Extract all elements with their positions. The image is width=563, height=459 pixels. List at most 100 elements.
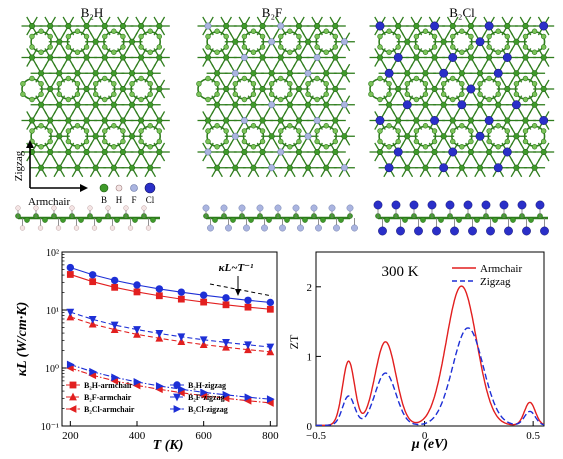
hexagonal-hole xyxy=(315,125,337,148)
boron-atom xyxy=(214,144,220,150)
side-dopant-atom xyxy=(123,205,129,211)
boron-atom xyxy=(476,164,484,171)
boron-atom xyxy=(156,128,163,134)
side-dopant-atom xyxy=(37,225,44,231)
boron-atom xyxy=(138,22,145,30)
boron-atom xyxy=(156,33,163,40)
boron-atom xyxy=(486,96,492,103)
hexagonal-hole xyxy=(279,30,301,53)
boron-atom xyxy=(74,28,81,34)
chlorine-atom xyxy=(384,68,394,78)
boron-atom xyxy=(214,28,220,34)
boron-atom xyxy=(323,49,329,55)
boron-atom xyxy=(486,54,493,61)
boron-atom xyxy=(65,75,72,82)
boron-atom xyxy=(431,33,438,40)
side-boron-atom xyxy=(150,217,156,223)
boron-atom xyxy=(450,96,456,103)
boron-atom xyxy=(486,44,492,50)
kappa-series-line-4 xyxy=(70,367,271,404)
boron-atom xyxy=(74,101,81,108)
orientation-arrows: Zigzag Armchair xyxy=(13,140,88,208)
boron-atom xyxy=(468,33,474,40)
boron-atom xyxy=(102,138,108,145)
kappa-legend-label: B₂F-zigzag xyxy=(188,393,225,402)
boron-atom xyxy=(232,164,239,171)
boron-atom xyxy=(120,138,126,145)
side-boron-atom xyxy=(474,217,480,223)
boron-atom xyxy=(296,128,302,134)
boron-atom xyxy=(413,22,420,30)
boron-atom xyxy=(540,128,547,134)
boron-atom xyxy=(241,96,248,103)
hexagonal-hole xyxy=(242,125,265,148)
kappa-marker-triangle-down xyxy=(66,308,75,317)
boron-atom xyxy=(128,38,136,45)
kappa-marker-triangle-right xyxy=(89,367,98,376)
boron-atom xyxy=(147,49,153,55)
boron-atom xyxy=(65,128,72,134)
boron-atom xyxy=(314,22,321,30)
boron-atom xyxy=(305,91,311,97)
boron-atom xyxy=(296,44,302,50)
boron-atom xyxy=(119,117,126,124)
boron-atom xyxy=(47,33,53,40)
boron-atom xyxy=(38,144,44,150)
boron-atom xyxy=(468,44,474,50)
boron-atom xyxy=(314,148,321,156)
side-dopant-atom xyxy=(396,226,405,236)
side-boron-atom xyxy=(528,217,534,223)
boron-atom xyxy=(128,133,136,140)
chlorine-atom xyxy=(475,131,485,141)
boron-atom xyxy=(413,44,420,50)
boron-atom xyxy=(147,123,153,129)
boron-atom xyxy=(74,49,81,55)
boron-atom xyxy=(120,44,126,50)
zt-y-tick-label: 1 xyxy=(307,351,313,363)
side-dopant-atom xyxy=(310,204,318,212)
boron-atom xyxy=(504,22,511,30)
kappa-ylabel: κL (W/cm·K) xyxy=(15,302,30,377)
boron-atom xyxy=(65,148,72,156)
boron-atom xyxy=(156,44,163,50)
side-boron-atom xyxy=(132,217,138,223)
boron-atom xyxy=(120,33,126,40)
fluorine-atom xyxy=(268,164,276,172)
boron-atom xyxy=(138,44,144,50)
boron-atom xyxy=(413,54,420,61)
side-dopant-atom xyxy=(91,225,98,231)
boron-atom xyxy=(223,117,230,124)
hexagonal-hole xyxy=(130,78,152,100)
hydrogen-legend-icon xyxy=(115,184,123,192)
boron-atom xyxy=(214,49,220,55)
boron-atom xyxy=(119,54,126,61)
boron-atom xyxy=(111,91,117,97)
boron-atom xyxy=(422,28,429,34)
boron-atom xyxy=(241,44,248,50)
kappa-legend-label: B₂Cl-zigzag xyxy=(188,405,228,414)
boron-atom xyxy=(259,85,266,93)
hexagonal-hole xyxy=(369,78,391,100)
hexagonal-hole xyxy=(30,30,52,53)
boron-atom xyxy=(268,81,275,87)
boron-atom xyxy=(29,33,35,40)
kappa-marker-triangle-right xyxy=(133,378,142,386)
boron-atom xyxy=(268,133,275,140)
boron-atom xyxy=(56,91,62,97)
boron-atom xyxy=(129,81,135,87)
chlorine-atom xyxy=(539,116,549,125)
side-boron-atom xyxy=(24,217,30,223)
chlorine-atom xyxy=(402,100,412,110)
boron-atom xyxy=(386,28,392,34)
boron-atom xyxy=(259,44,266,50)
boron-atom xyxy=(377,44,383,50)
boron-atom xyxy=(296,33,302,40)
side-dopant-atom xyxy=(463,200,473,210)
boron-atom xyxy=(102,44,108,50)
side-dopant-atom xyxy=(481,200,491,210)
boron-atom xyxy=(138,117,145,124)
boron-atom xyxy=(232,91,238,97)
boron-atom xyxy=(101,22,108,30)
boron-atom xyxy=(250,123,257,129)
boron-atom xyxy=(386,123,392,129)
